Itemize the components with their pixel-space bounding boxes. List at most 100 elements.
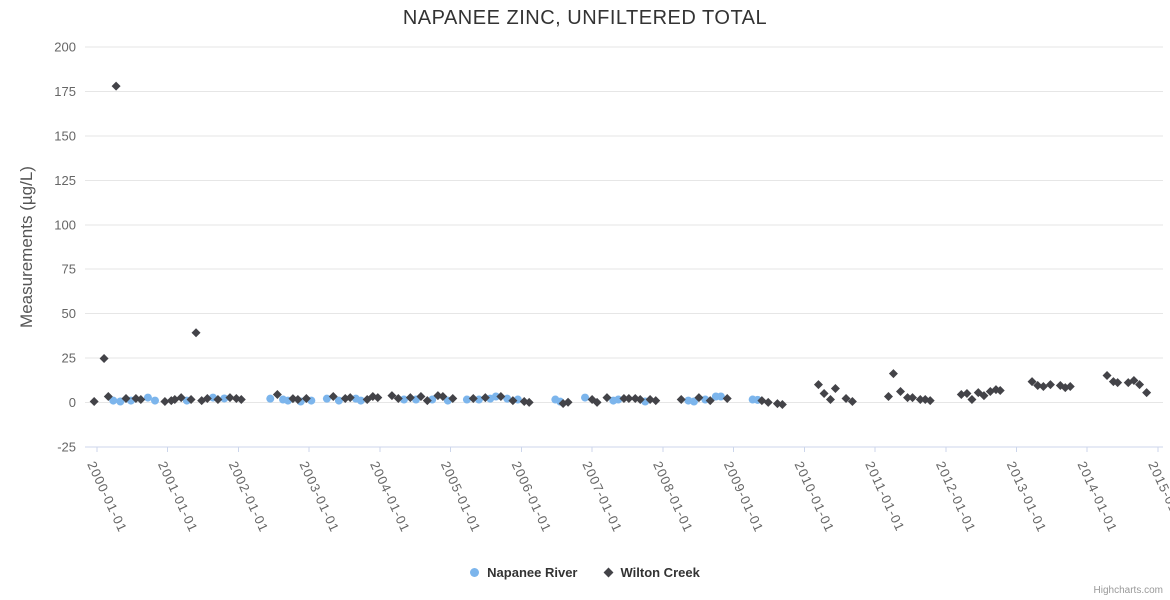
data-point-wilton-creek[interactable] — [956, 390, 966, 400]
legend-item-wilton-creek[interactable]: Wilton Creek — [604, 565, 700, 580]
data-point-napanee-river[interactable] — [581, 393, 590, 402]
data-point-wilton-creek[interactable] — [1038, 382, 1048, 392]
data-point-wilton-creek[interactable] — [387, 391, 397, 401]
data-point-wilton-creek[interactable] — [841, 393, 851, 403]
data-point-napanee-river[interactable] — [356, 396, 365, 405]
data-point-wilton-creek[interactable] — [676, 395, 686, 405]
data-point-wilton-creek[interactable] — [328, 392, 338, 402]
data-point-wilton-creek[interactable] — [825, 395, 835, 405]
data-point-wilton-creek[interactable] — [136, 395, 146, 405]
data-point-wilton-creek[interactable] — [635, 395, 645, 405]
x-axis-tick-label: 2008-01-01 — [650, 459, 696, 535]
data-point-wilton-creek[interactable] — [651, 396, 661, 406]
data-point-wilton-creek[interactable] — [895, 387, 905, 397]
data-point-wilton-creek[interactable] — [1027, 377, 1037, 387]
legend-item-napanee-river[interactable]: Napanee River — [470, 565, 577, 580]
data-point-napanee-river[interactable] — [462, 395, 471, 404]
data-point-wilton-creek[interactable] — [563, 397, 573, 407]
data-point-wilton-creek[interactable] — [602, 393, 612, 403]
data-point-wilton-creek[interactable] — [225, 393, 235, 403]
data-point-wilton-creek[interactable] — [1113, 378, 1123, 388]
data-point-wilton-creek[interactable] — [301, 393, 311, 403]
data-point-wilton-creek[interactable] — [763, 397, 773, 407]
data-point-wilton-creek[interactable] — [103, 392, 113, 402]
data-point-wilton-creek[interactable] — [438, 392, 448, 402]
data-point-napanee-river[interactable] — [491, 392, 500, 401]
data-point-wilton-creek[interactable] — [468, 393, 478, 403]
data-point-wilton-creek[interactable] — [995, 385, 1005, 395]
data-point-wilton-creek[interactable] — [202, 393, 212, 403]
data-point-napanee-river[interactable] — [143, 393, 152, 402]
data-point-wilton-creek[interactable] — [524, 397, 534, 407]
data-point-wilton-creek[interactable] — [925, 396, 935, 406]
data-point-wilton-creek[interactable] — [908, 393, 918, 403]
data-point-napanee-river[interactable] — [689, 397, 698, 406]
data-point-wilton-creek[interactable] — [694, 393, 704, 403]
data-point-wilton-creek[interactable] — [111, 81, 121, 91]
data-point-wilton-creek[interactable] — [422, 396, 432, 406]
data-point-wilton-creek[interactable] — [1045, 380, 1055, 390]
data-point-wilton-creek[interactable] — [883, 392, 893, 402]
data-point-wilton-creek[interactable] — [99, 353, 109, 363]
data-point-wilton-creek[interactable] — [191, 328, 201, 338]
data-point-wilton-creek[interactable] — [448, 393, 458, 403]
data-point-wilton-creek[interactable] — [619, 393, 629, 403]
data-point-wilton-creek[interactable] — [176, 393, 186, 403]
data-point-wilton-creek[interactable] — [592, 397, 602, 407]
data-point-wilton-creek[interactable] — [272, 390, 282, 400]
data-point-wilton-creek[interactable] — [416, 392, 426, 402]
data-point-wilton-creek[interactable] — [757, 396, 767, 406]
x-axis: 2000-01-01 2001-01-01 2002-01-01 2003-01-01… — [84, 446, 1170, 535]
data-point-wilton-creek[interactable] — [405, 393, 415, 403]
highcharts-credit-link[interactable]: Highcharts.com — [1093, 585, 1163, 596]
data-point-wilton-creek[interactable] — [345, 393, 355, 403]
data-point-wilton-creek[interactable] — [624, 393, 634, 403]
data-point-wilton-creek[interactable] — [373, 393, 383, 403]
x-axis-tick-label: 2015-01-01 — [1145, 459, 1170, 535]
data-point-napanee-river[interactable] — [109, 396, 118, 405]
data-point-wilton-creek[interactable] — [186, 395, 196, 405]
data-point-wilton-creek[interactable] — [236, 395, 246, 405]
x-axis-tick-label: 2011-01-01 — [862, 459, 908, 534]
data-point-wilton-creek[interactable] — [1142, 388, 1152, 398]
data-point-wilton-creek[interactable] — [1135, 380, 1145, 390]
data-point-wilton-creek[interactable] — [847, 396, 857, 406]
data-point-wilton-creek[interactable] — [480, 393, 490, 403]
data-point-wilton-creek[interactable] — [962, 388, 972, 398]
data-point-napanee-river[interactable] — [150, 396, 159, 405]
data-point-wilton-creek[interactable] — [903, 393, 913, 403]
data-point-wilton-creek[interactable] — [979, 391, 989, 401]
y-axis-tick-label: 125 — [54, 173, 76, 188]
data-point-wilton-creek[interactable] — [645, 395, 655, 405]
data-point-wilton-creek[interactable] — [830, 384, 840, 394]
data-point-napanee-river[interactable] — [266, 394, 275, 403]
data-point-wilton-creek[interactable] — [722, 393, 732, 403]
data-point-wilton-creek[interactable] — [393, 393, 403, 403]
data-point-wilton-creek[interactable] — [1065, 382, 1075, 392]
data-point-wilton-creek[interactable] — [819, 388, 829, 398]
data-point-wilton-creek[interactable] — [1129, 376, 1139, 386]
data-point-wilton-creek[interactable] — [293, 395, 303, 405]
data-point-wilton-creek[interactable] — [496, 392, 506, 402]
data-point-napanee-river[interactable] — [614, 395, 623, 404]
x-axis-tick-label: 2000-01-01 — [84, 459, 130, 535]
y-axis-tick-label: 75 — [62, 262, 76, 277]
data-point-wilton-creek[interactable] — [508, 396, 518, 406]
series-wilton-creek — [89, 81, 1152, 410]
data-point-napanee-river[interactable] — [220, 394, 229, 403]
data-point-wilton-creek[interactable] — [160, 396, 170, 406]
data-point-wilton-creek[interactable] — [1102, 371, 1112, 381]
y-axis-tick-label: 0 — [69, 395, 76, 410]
data-point-wilton-creek[interactable] — [777, 400, 787, 410]
x-axis-tick-label: 2004-01-01 — [367, 459, 413, 535]
data-point-wilton-creek[interactable] — [915, 395, 925, 405]
data-point-wilton-creek[interactable] — [89, 396, 99, 406]
data-point-wilton-creek[interactable] — [121, 393, 131, 403]
data-point-napanee-river[interactable] — [116, 397, 125, 406]
data-point-wilton-creek[interactable] — [813, 380, 823, 390]
data-point-wilton-creek[interactable] — [213, 395, 223, 405]
data-point-wilton-creek[interactable] — [1033, 380, 1043, 390]
data-point-wilton-creek[interactable] — [967, 395, 977, 405]
data-point-wilton-creek[interactable] — [888, 369, 898, 379]
data-point-wilton-creek[interactable] — [705, 396, 715, 406]
